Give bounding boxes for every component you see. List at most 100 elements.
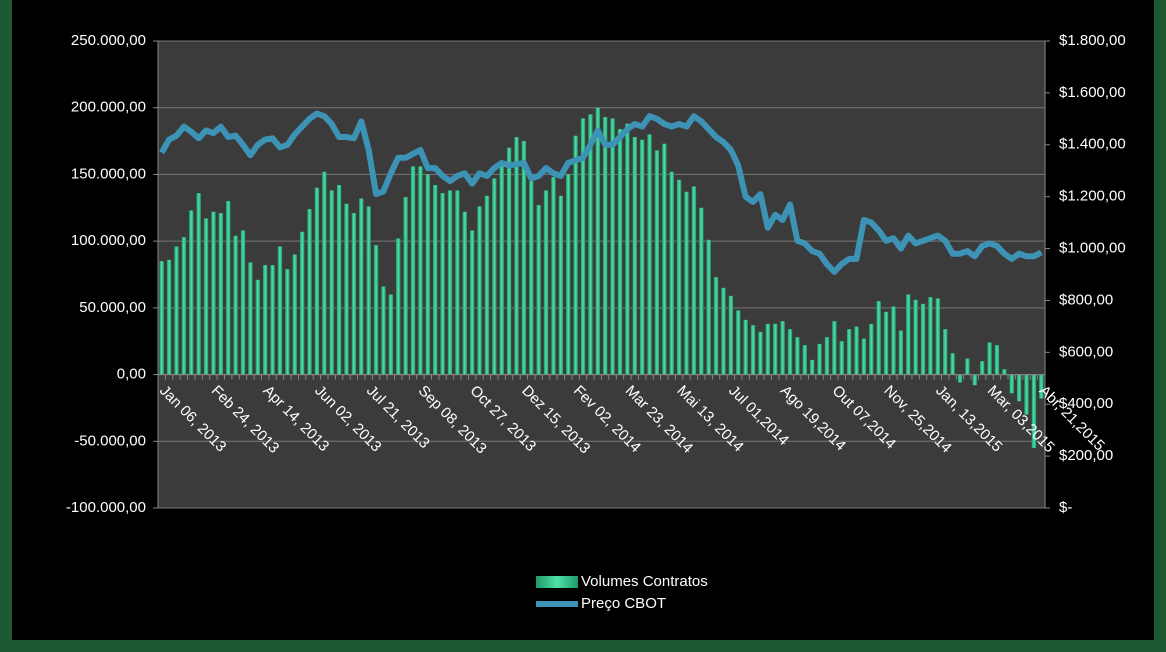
bar: [743, 319, 748, 375]
bar: [691, 186, 697, 375]
bar: [639, 139, 645, 375]
bar: [617, 129, 623, 375]
bar: [883, 311, 889, 375]
y-tick-label: -50.000,00: [74, 432, 146, 449]
bar: [957, 374, 963, 383]
legend-swatch: [536, 576, 578, 588]
bar: [758, 331, 763, 375]
bar: [196, 193, 201, 375]
bar: [359, 198, 364, 375]
bar: [1009, 374, 1014, 394]
bar: [292, 254, 297, 375]
bar: [181, 237, 187, 375]
bar: [233, 235, 238, 375]
bar: [773, 323, 778, 375]
bar: [514, 137, 519, 375]
bar: [255, 279, 260, 375]
bar: [189, 210, 194, 375]
bar: [610, 118, 615, 375]
y2-tick-label: $1.200,00: [1059, 188, 1126, 205]
bar: [166, 259, 172, 375]
bar: [270, 265, 275, 375]
bar: [846, 329, 852, 375]
bar: [351, 213, 357, 375]
y-tick-label: 100.000,00: [71, 232, 146, 249]
bar: [676, 179, 682, 375]
bar: [329, 190, 334, 375]
bar: [159, 261, 164, 375]
bar: [994, 345, 1000, 375]
bar: [440, 193, 445, 375]
y-tick-label: -100.000,00: [66, 499, 146, 516]
bar: [336, 185, 342, 375]
bar: [403, 197, 408, 375]
bar: [632, 137, 637, 375]
bar: [432, 185, 438, 375]
bar: [625, 123, 630, 375]
bar: [647, 134, 652, 375]
bar: [366, 206, 371, 375]
bar: [447, 190, 453, 375]
bar: [174, 246, 179, 375]
bar: [809, 359, 815, 375]
bar: [588, 114, 593, 375]
bar: [396, 238, 401, 375]
bar: [477, 206, 482, 375]
bar: [566, 174, 571, 375]
bar: [388, 294, 394, 375]
bar: [684, 191, 689, 375]
bar: [972, 374, 977, 386]
bar: [248, 262, 253, 375]
bar: [595, 107, 601, 375]
bar: [211, 211, 216, 375]
bar: [861, 338, 867, 375]
bar: [543, 190, 549, 375]
bar: [839, 341, 844, 375]
bar: [218, 213, 224, 375]
bar: [950, 353, 955, 375]
bar: [492, 178, 497, 375]
bar: [787, 329, 793, 375]
bar: [817, 343, 822, 375]
bar: [203, 218, 209, 375]
y-tick-label: 250.000,00: [71, 32, 146, 49]
y2-tick-label: $-: [1059, 499, 1072, 516]
bar: [469, 230, 475, 375]
bar: [913, 299, 918, 375]
y2-tick-label: $200,00: [1059, 447, 1113, 464]
legend-label: Preço CBOT: [581, 595, 666, 612]
bar: [602, 117, 608, 375]
bar: [240, 230, 246, 375]
plot-area: [158, 41, 1045, 508]
y-tick-label: 150.000,00: [71, 165, 146, 182]
bar: [965, 358, 970, 375]
y2-tick-label: $1.000,00: [1059, 240, 1126, 257]
bar: [506, 147, 512, 375]
bar: [928, 297, 933, 375]
bar: [455, 190, 460, 375]
bar: [662, 143, 667, 375]
y-tick-label: 0,00: [117, 366, 146, 383]
bar: [558, 195, 564, 375]
bar: [920, 303, 926, 375]
bar: [410, 166, 416, 375]
bar: [854, 326, 859, 375]
bar: [1016, 374, 1022, 402]
bar: [802, 345, 807, 375]
bar: [1024, 374, 1029, 415]
bar: [669, 171, 674, 375]
bar: [869, 323, 874, 375]
bar: [832, 321, 837, 375]
bar: [418, 166, 423, 375]
bar: [373, 245, 379, 375]
y-tick-label: 50.000,00: [79, 299, 146, 316]
line: [159, 110, 1043, 275]
bar: [277, 246, 283, 375]
bar: [736, 310, 741, 375]
y-tick-label: 200.000,00: [71, 99, 146, 116]
bar: [706, 239, 711, 375]
bar: [824, 337, 830, 375]
bar: [765, 323, 771, 375]
